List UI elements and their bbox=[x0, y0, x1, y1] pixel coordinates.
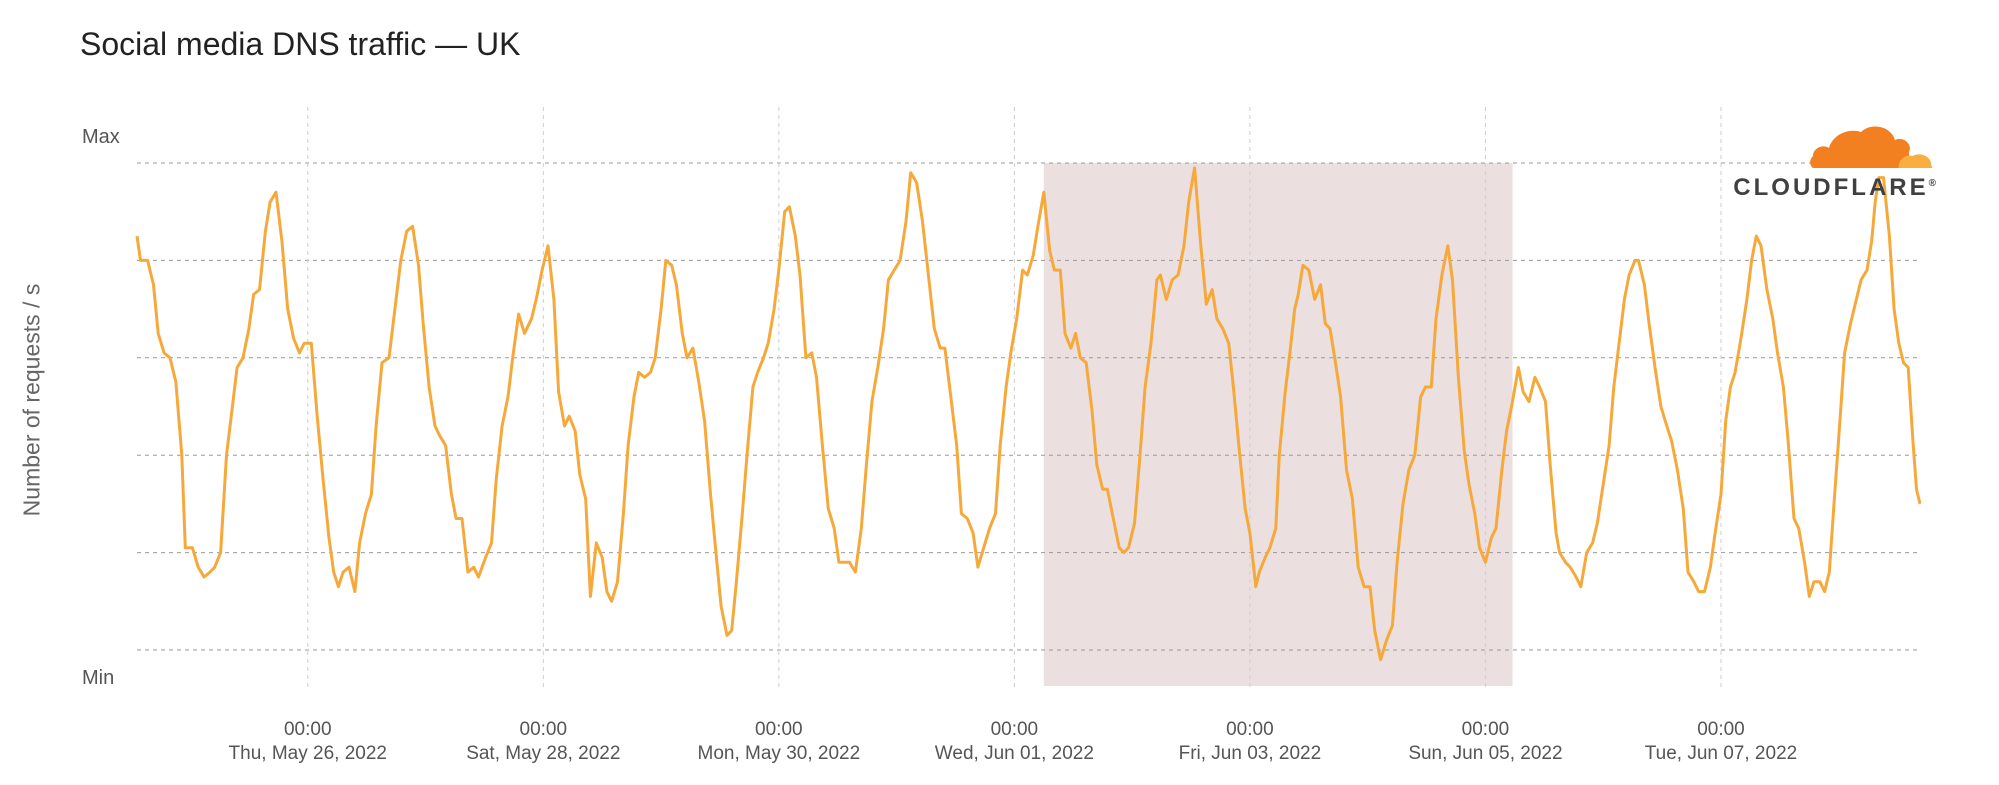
x-tick-date: Mon, May 30, 2022 bbox=[697, 743, 861, 764]
x-tick-time: 00:00 bbox=[1226, 719, 1274, 740]
series-line bbox=[135, 166, 1922, 662]
chart-title: Social media DNS traffic — UK bbox=[80, 26, 521, 62]
x-tick-date: Tue, Jun 07, 2022 bbox=[1644, 743, 1798, 764]
x-tick-time: 00:00 bbox=[755, 719, 803, 740]
x-tick-label: 00:00 Sat, May 28, 2022 bbox=[423, 718, 663, 766]
x-tick-date: Sat, May 28, 2022 bbox=[466, 743, 621, 764]
y-tick-min: Min bbox=[82, 667, 115, 689]
y-tick-max: Max bbox=[82, 126, 120, 148]
x-tick-time: 00:00 bbox=[990, 719, 1039, 740]
horizontal-gridlines bbox=[137, 162, 1920, 651]
x-tick-time: 00:00 bbox=[1697, 719, 1745, 740]
vertical-gridlines bbox=[307, 107, 1722, 690]
x-tick-label: 00:00 Sun, Jun 05, 2022 bbox=[1365, 718, 1605, 766]
x-tick-date: Wed, Jun 01, 2022 bbox=[934, 743, 1094, 764]
x-tick-date: Fri, Jun 03, 2022 bbox=[1178, 743, 1322, 764]
x-tick-time: 00:00 bbox=[1461, 719, 1510, 740]
x-tick-label: 00:00 Thu, May 26, 2022 bbox=[188, 718, 428, 766]
registered-mark: ® bbox=[1928, 178, 1939, 189]
highlight-region bbox=[1043, 163, 1513, 686]
x-tick-label: 00:00 Tue, Jun 07, 2022 bbox=[1601, 718, 1841, 766]
x-tick-label: 00:00 Fri, Jun 03, 2022 bbox=[1130, 718, 1370, 766]
x-tick-label: 00:00 Wed, Jun 01, 2022 bbox=[894, 718, 1134, 766]
cloudflare-wordmark: CLOUDFLARE® bbox=[1733, 174, 1939, 202]
x-tick-label: 00:00 Mon, May 30, 2022 bbox=[659, 718, 899, 766]
cloud-icon bbox=[1807, 126, 1933, 172]
x-tick-date: Sun, Jun 05, 2022 bbox=[1408, 743, 1563, 764]
cloudflare-logo: CLOUDFLARE® bbox=[1699, 118, 1939, 202]
x-tick-time: 00:00 bbox=[519, 719, 568, 740]
logo-text: CLOUDFLARE bbox=[1733, 174, 1929, 201]
x-tick-time: 00:00 bbox=[283, 719, 332, 740]
x-tick-date: Thu, May 26, 2022 bbox=[228, 743, 387, 764]
